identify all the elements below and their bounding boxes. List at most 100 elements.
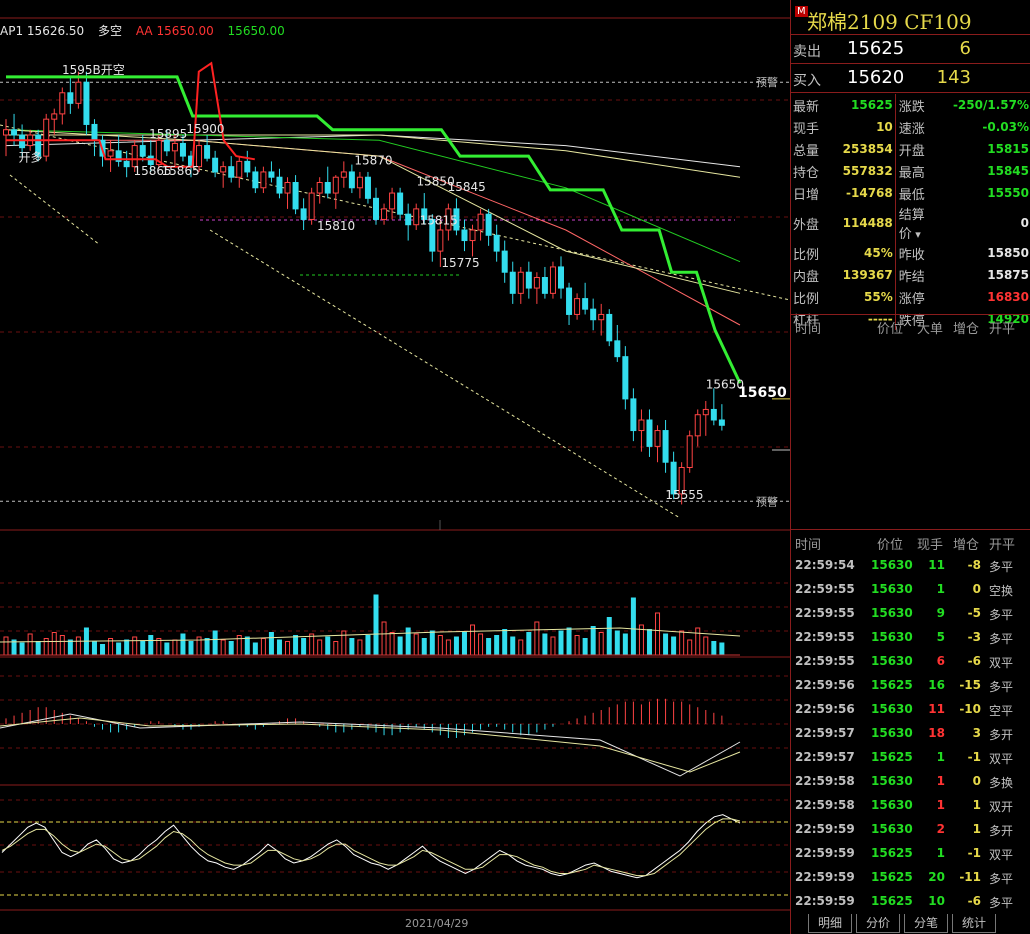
kd-line <box>1 818 741 877</box>
trend-line <box>209 229 681 519</box>
candle-body <box>638 419 645 432</box>
candle-body <box>252 171 259 189</box>
tick-price: 15625 <box>871 894 913 908</box>
signal-line-green <box>6 75 742 384</box>
volume-bar <box>212 630 218 656</box>
dropdown-icon[interactable]: ▾ <box>911 228 921 241</box>
stat-value: 15625 <box>851 98 893 112</box>
tick-price: 15630 <box>871 630 913 644</box>
tick-row: 22:59:56 15630 11 -10 空平 <box>791 698 1030 722</box>
candle-body <box>292 182 299 210</box>
volume-bar <box>148 635 154 656</box>
col-price: 价位 <box>877 322 904 337</box>
candle-body <box>59 92 66 115</box>
candle-body <box>694 414 701 437</box>
stat-divider <box>894 264 897 286</box>
volume-bar <box>582 638 588 656</box>
volume-bar <box>413 633 419 656</box>
candle-body <box>517 271 524 294</box>
volume-bar <box>630 597 636 656</box>
warning-label: 预警 <box>756 75 778 89</box>
tab-price-dist[interactable]: 分价 <box>856 914 900 933</box>
tick-time: 22:59:57 <box>795 726 855 740</box>
stat-value: -0.03% <box>982 120 1029 134</box>
volume-bar <box>276 639 282 656</box>
volume-bar <box>542 633 548 656</box>
candle-body <box>622 356 629 400</box>
volume-bar <box>228 641 234 656</box>
candle-body <box>413 208 420 226</box>
tick-time: 22:59:59 <box>795 846 855 860</box>
col-oi: 增仓 <box>953 322 980 337</box>
tick-time: 22:59:59 <box>795 822 855 836</box>
candle-body <box>236 160 243 178</box>
sell-row[interactable]: 卖出 15625 6 <box>791 35 1030 64</box>
volume-bar <box>461 632 467 656</box>
candle-body <box>630 398 637 432</box>
volume-bar <box>646 629 652 656</box>
stat-label: 日增 <box>793 187 820 203</box>
price-label: 15810 <box>317 219 355 233</box>
divider <box>791 529 1030 530</box>
volume-bar <box>268 632 274 656</box>
volume-bar <box>19 642 25 656</box>
tick-volume: 1 <box>936 750 945 764</box>
tick-time: 22:59:55 <box>795 654 855 668</box>
candle-body <box>228 166 235 178</box>
volume-bar <box>293 635 299 656</box>
tick-volume: 1 <box>936 774 945 788</box>
volume-bar <box>719 642 725 656</box>
indicator-value: 15626.50 <box>26 24 85 38</box>
tab-stats[interactable]: 统计 <box>952 914 996 933</box>
tick-oc: 多平 <box>989 608 1014 622</box>
tick-oi: -6 <box>967 894 981 908</box>
volume-bar <box>655 612 661 656</box>
price-label: 15865 <box>162 164 200 178</box>
candle-body <box>582 298 589 310</box>
volume-bar <box>381 621 387 656</box>
tick-oi: -1 <box>967 846 981 860</box>
tick-volume: 10 <box>928 894 945 908</box>
candle-body <box>43 118 50 157</box>
tick-oc: 多平 <box>989 560 1014 574</box>
volume-bar <box>397 636 403 656</box>
candle-body <box>244 160 251 173</box>
candle-body <box>549 266 556 294</box>
volume-bar <box>622 633 628 656</box>
tick-time: 22:59:56 <box>795 702 855 716</box>
volume-bar <box>566 627 572 656</box>
tab-detail[interactable]: 明细 <box>808 914 852 933</box>
stat-value: 15875 <box>987 268 1029 282</box>
tick-oi: -10 <box>959 702 981 716</box>
stat-label: 比例 <box>793 247 820 263</box>
chart-area[interactable]: 预警 预警 1595B开空 15895 15900 开多 15865 15865 15870 15… <box>0 0 790 934</box>
tab-ticks[interactable]: 分笔 <box>904 914 948 933</box>
stat-value: 45% <box>864 246 893 260</box>
warning-label: 预警 <box>756 494 778 508</box>
tick-oc: 多平 <box>989 872 1014 886</box>
tick-price: 15630 <box>871 798 913 812</box>
candle-body <box>429 218 436 252</box>
volume-bar <box>124 639 130 656</box>
trend-line <box>0 124 790 301</box>
tick-price: 15625 <box>871 870 913 884</box>
stat-divider <box>894 182 897 204</box>
candle-body <box>35 134 42 157</box>
stat-divider <box>894 116 897 138</box>
candle-body <box>19 134 26 149</box>
indicator-mode: 多空 <box>98 24 123 38</box>
candle-body <box>163 139 170 152</box>
buy-row[interactable]: 买入 15620 143 <box>791 64 1030 93</box>
tick-price: 15630 <box>871 582 913 596</box>
tick-volume: 5 <box>936 630 945 644</box>
volume-bar <box>687 639 693 656</box>
tick-price: 15625 <box>871 846 913 860</box>
candle-body <box>662 430 669 463</box>
volume-bar <box>679 630 685 656</box>
volume-bar <box>510 636 516 656</box>
stat-value: -14768 <box>846 186 893 200</box>
volume-bar <box>365 635 371 656</box>
tick-volume: 16 <box>928 678 945 692</box>
volume-bar <box>156 638 162 656</box>
